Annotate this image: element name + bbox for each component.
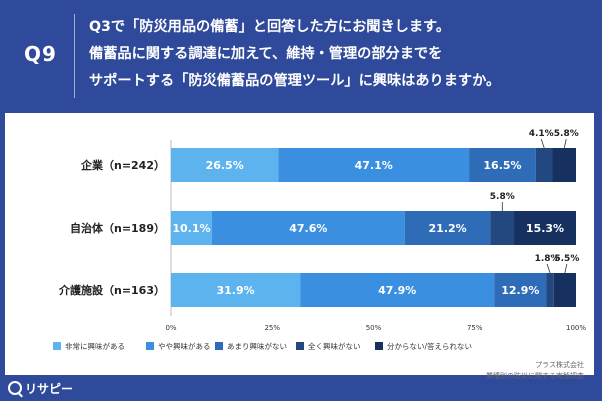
x-tick-label: 75%: [467, 324, 483, 332]
data-label: 12.9%: [501, 284, 539, 297]
bar-segment: [494, 273, 547, 307]
data-label: 10.1%: [172, 222, 210, 235]
bar-segment: [171, 148, 279, 182]
callout-label: 5.8%: [554, 129, 579, 139]
question-line-2: 備蓄品に関する調達に加えて、維持・管理の部分までを: [89, 46, 443, 62]
legend-swatch: [146, 342, 154, 350]
source-survey: 業種別の防災に関する実態調査: [486, 372, 584, 380]
callout-label: 4.1%: [529, 129, 554, 139]
bar-segment: [278, 148, 470, 182]
data-label: 26.5%: [206, 159, 244, 172]
legend-swatch: [296, 342, 304, 350]
header-divider: [74, 14, 75, 98]
question-text: Q3で「防災用品の備蓄」と回答した方にお聞きします。 備蓄品に関する調達に加えて…: [89, 14, 594, 95]
bar-segment: [211, 211, 405, 245]
question-line-1: Q3で「防災用品の備蓄」と回答した方にお聞きします。: [89, 19, 451, 35]
bar-segment: [514, 211, 576, 245]
bar-segment: [535, 148, 553, 182]
category-label: 介護施設（n=163）: [58, 283, 165, 297]
magnifier-logo-icon: [8, 381, 22, 395]
question-header: Q9 Q3で「防災用品の備蓄」と回答した方にお聞きします。 備蓄品に関する調達に…: [0, 0, 602, 112]
data-label: 31.9%: [217, 284, 255, 297]
callout-line: [540, 138, 545, 149]
data-label: 21.2%: [429, 222, 467, 235]
legend-swatch: [215, 342, 223, 350]
bar-segment: [552, 148, 576, 182]
callout-label: 5.5%: [554, 254, 579, 264]
x-tick-label: 0%: [165, 324, 176, 332]
x-tick-label: 50%: [366, 324, 382, 332]
bar-segment: [490, 211, 515, 245]
bar-segment: [171, 273, 301, 307]
data-label: 47.9%: [378, 284, 416, 297]
question-line-3: サポートする「防災備蓄品の管理ツール」に興味はありますか。: [89, 73, 501, 89]
legend-label: 分からない/答えられない: [387, 341, 472, 351]
legend-label: あまり興味がない: [227, 341, 287, 351]
legend-swatch: [53, 342, 61, 350]
callout-label: 5.8%: [490, 192, 515, 202]
x-tick-label: 25%: [264, 324, 280, 332]
bar-segment: [300, 273, 495, 307]
bar-segment: [171, 211, 212, 245]
category-label: 企業（n=242）: [80, 158, 165, 172]
legend-label: やや興味がある: [158, 341, 211, 351]
bar-segment: [553, 273, 576, 307]
bar-segment: [469, 148, 536, 182]
category-label: 自治体（n=189）: [70, 221, 165, 235]
source-company: プラス株式会社: [535, 361, 584, 369]
data-label: 47.1%: [355, 159, 393, 172]
callout-line: [546, 263, 551, 274]
data-label: 16.5%: [483, 159, 521, 172]
callout-line: [563, 138, 567, 149]
x-tick-label: 100%: [566, 324, 586, 332]
bar-segment: [404, 211, 491, 245]
question-number: Q9: [24, 42, 57, 66]
source-note: プラス株式会社 業種別の防災に関する実態調査: [486, 360, 584, 382]
brand-name: リサピー: [25, 381, 74, 396]
legend-label: 非常に興味がある: [65, 341, 125, 351]
data-label: 47.6%: [289, 222, 327, 235]
brand-logo: リサピー: [8, 378, 73, 398]
callout-line: [564, 263, 568, 274]
callout-label: 1.8%: [535, 254, 560, 264]
data-label: 15.3%: [526, 222, 564, 235]
legend-label: 全く興味がない: [308, 341, 361, 351]
bar-segment: [546, 273, 554, 307]
legend-swatch: [375, 342, 383, 350]
